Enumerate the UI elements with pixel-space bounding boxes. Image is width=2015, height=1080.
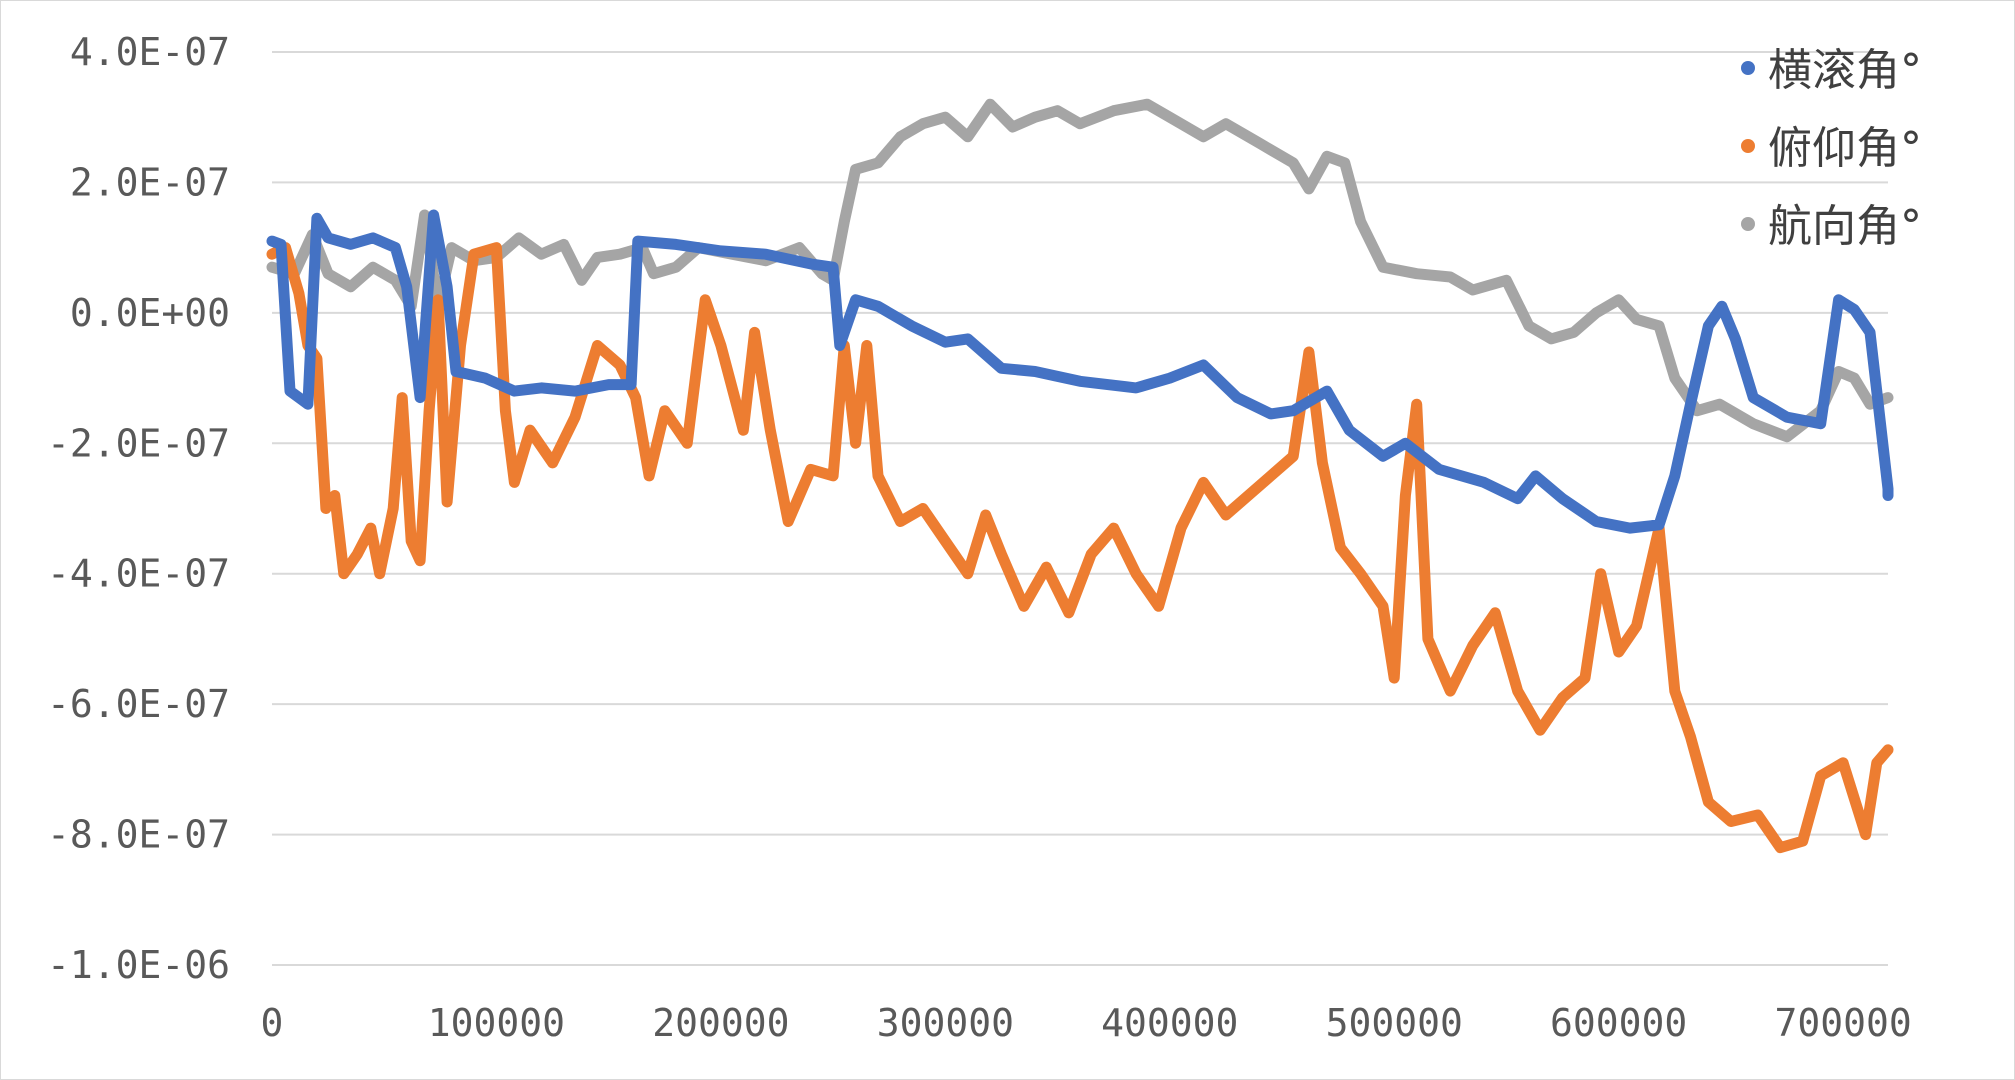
x-axis-ticks: 0 100000 200000 300000 400000 500000 600000 700…: [261, 1001, 1912, 1045]
legend-label-0: 横滚角°: [1768, 45, 1922, 96]
series-line-0: [266, 209, 1894, 534]
series-layer: [266, 98, 1894, 854]
legend-label-1: 俯仰角°: [1768, 123, 1922, 174]
x-tick-label: 200000: [652, 1001, 789, 1045]
y-tick-label: -4.0E-07: [47, 552, 230, 596]
y-tick-label: 0.0E+00: [70, 291, 230, 335]
y-tick-label: -1.0E-06: [47, 943, 230, 987]
series-line-1: [266, 242, 1894, 854]
x-tick-label: 600000: [1550, 1001, 1687, 1045]
x-tick-label: 300000: [877, 1001, 1014, 1045]
y-axis-ticks: 4.0E-07 2.0E-07 0.0E+00 -2.0E-07 -4.0E-07 -6.…: [47, 30, 230, 987]
x-tick-label: 0: [261, 1001, 284, 1045]
y-tick-label: -8.0E-07: [47, 813, 230, 857]
legend-marker-1: [1741, 139, 1755, 153]
legend-marker-0: [1741, 61, 1755, 75]
legend-label-2: 航向角°: [1768, 201, 1922, 252]
y-tick-label: 2.0E-07: [70, 160, 230, 204]
x-tick-label: 400000: [1101, 1001, 1238, 1045]
y-tick-label: -6.0E-07: [47, 682, 230, 726]
legend: 横滚角° 俯仰角° 航向角°: [1741, 45, 1922, 252]
y-tick-label: 4.0E-07: [70, 30, 230, 74]
x-tick-label: 700000: [1774, 1001, 1911, 1045]
x-tick-label: 500000: [1326, 1001, 1463, 1045]
y-tick-label: -2.0E-07: [47, 421, 230, 465]
x-tick-label: 100000: [428, 1001, 565, 1045]
legend-marker-2: [1741, 217, 1755, 231]
gridlines: [272, 51, 1888, 966]
